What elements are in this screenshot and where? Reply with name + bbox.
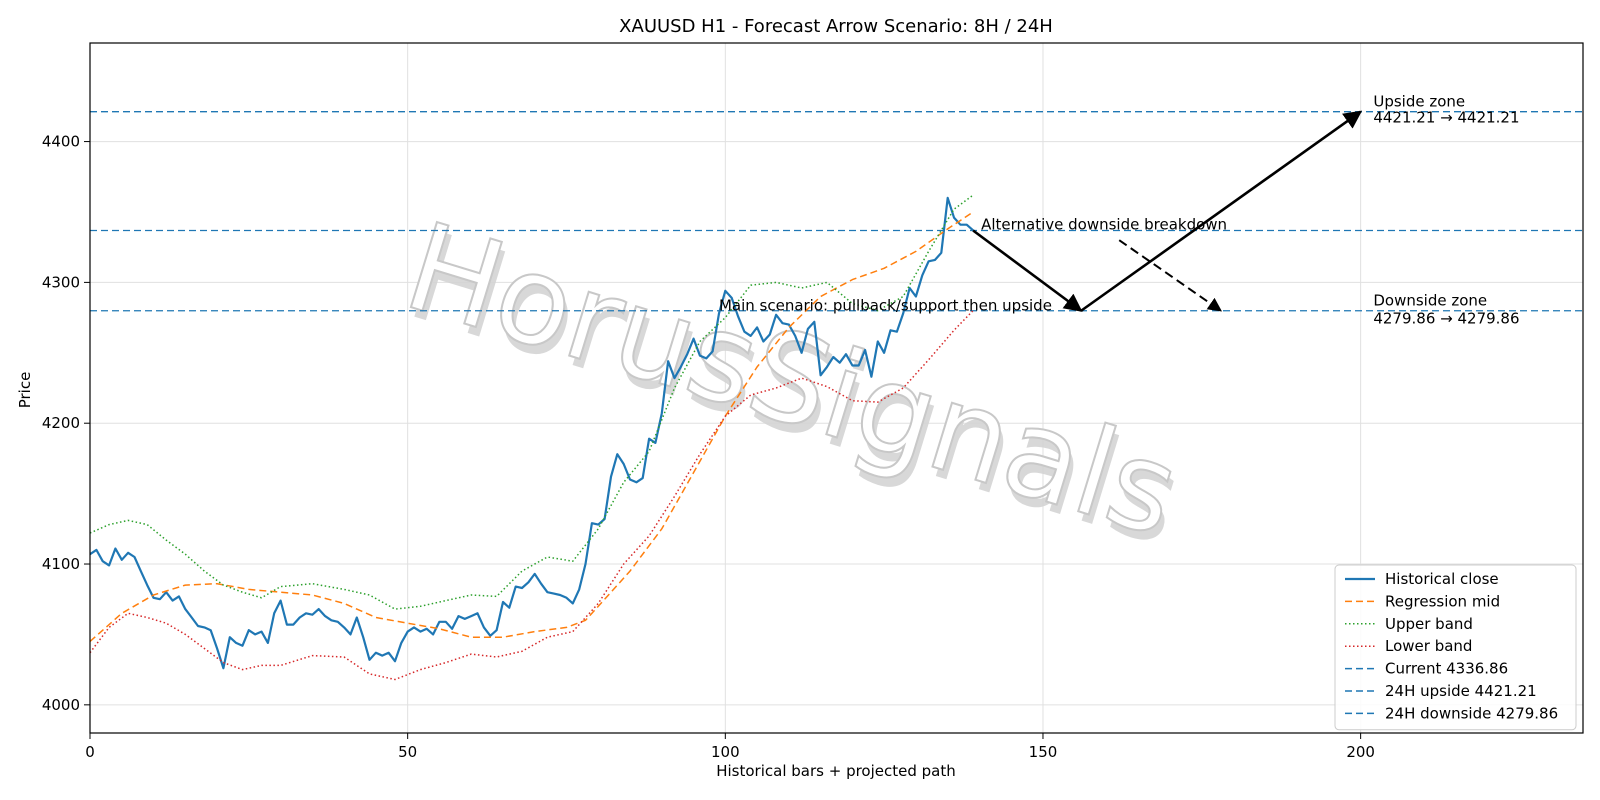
series-lines xyxy=(90,194,974,681)
scenario-arrows xyxy=(972,110,1363,312)
annotation-text: 4421.21 → 4421.21 xyxy=(1373,109,1519,127)
x-tick-label: 0 xyxy=(85,743,95,761)
y-tick-label: 4100 xyxy=(42,555,80,573)
series-line xyxy=(90,310,974,681)
reference-lines xyxy=(90,111,1583,312)
legend-label: 24H downside 4279.86 xyxy=(1385,704,1558,722)
x-axis-ticks: 0 50 100 150 200 xyxy=(85,733,1375,761)
scenario-arrow xyxy=(972,229,1083,312)
scenario-arrow xyxy=(1118,239,1223,312)
y-tick-label: 4200 xyxy=(42,414,80,432)
y-tick-label: 4000 xyxy=(42,696,80,714)
legend-box xyxy=(1334,564,1577,731)
y-tick-label: 4400 xyxy=(42,133,80,151)
legend: Historical close Regression mid Upper band… xyxy=(1334,564,1577,731)
scenario-arrow xyxy=(1080,110,1363,312)
x-tick-label: 150 xyxy=(1029,743,1058,761)
legend-label: Historical close xyxy=(1385,570,1499,588)
series-line xyxy=(90,196,974,670)
y-axis-ticks: 4000 4100 4200 4300 4400 xyxy=(42,133,90,714)
legend-label: Lower band xyxy=(1385,637,1472,655)
annotation-text: Main scenario: pullback/support then ups… xyxy=(719,297,1052,315)
plot-frame xyxy=(89,42,1584,734)
series-line xyxy=(90,194,974,610)
annotation-text: Alternative downside breakdown xyxy=(981,215,1227,233)
x-tick-label: 50 xyxy=(398,743,417,761)
y-axis-label: Price xyxy=(16,372,34,409)
legend-label: Regression mid xyxy=(1385,592,1500,610)
annotation-text: Upside zone xyxy=(1373,93,1465,111)
x-axis-label: Historical bars + projected path xyxy=(716,762,956,780)
annotation-text: 4279.86 → 4279.86 xyxy=(1373,310,1519,328)
legend-label: Current 4336.86 xyxy=(1385,660,1508,678)
x-tick-label: 200 xyxy=(1346,743,1375,761)
series-line xyxy=(90,211,974,643)
legend-label: 24H upside 4421.21 xyxy=(1385,682,1537,700)
y-tick-label: 4300 xyxy=(42,273,80,291)
legend-label: Upper band xyxy=(1385,615,1473,633)
chart-title: XAUUSD H1 - Forecast Arrow Scenario: 8H … xyxy=(619,16,1053,37)
x-tick-label: 100 xyxy=(711,743,740,761)
annotation-text: Downside zone xyxy=(1373,292,1487,310)
grid xyxy=(89,43,1583,733)
annotations: Alternative downside breakdown Main scena… xyxy=(719,93,1520,328)
